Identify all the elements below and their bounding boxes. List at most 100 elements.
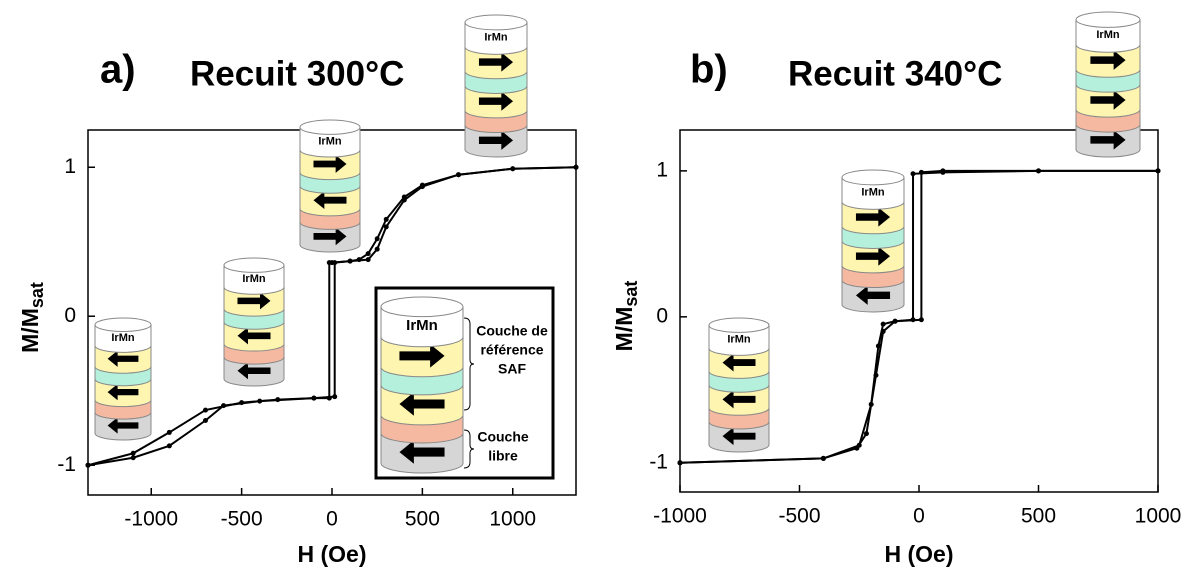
data-point [347,258,353,264]
stack-label: IrMn [318,135,342,147]
y-axis-label: M/Msat [17,282,47,353]
data-point [419,184,425,190]
stack-label: IrMn [1096,29,1120,41]
stack-layer [299,126,361,158]
data-point [166,429,172,435]
data-point [856,442,862,448]
stack-layer [380,306,464,348]
arrow [313,155,347,173]
arrow [313,227,347,246]
data-point [202,418,208,424]
data-point [383,224,389,230]
arrow [855,207,891,227]
panel-label: b) [690,48,728,92]
x-tick-label: -1000 [124,508,178,531]
x-axis-label: H (Oe) [298,541,367,567]
chart-title: Recuit 340°C [788,54,1002,93]
y-tick-label: -1 [57,453,76,476]
data-point [892,318,898,324]
stack-layer [223,264,285,295]
arrow [107,350,139,367]
data-point [918,317,924,323]
x-tick-label: 500 [405,508,440,531]
arrow [478,91,514,111]
data-point [85,462,91,468]
data-point [311,395,317,401]
data-point [365,251,371,257]
data-point [383,216,389,222]
data-point [130,455,136,461]
arrow [107,383,139,401]
arrow [855,246,891,266]
data-point [130,450,136,456]
data-point [1036,168,1041,174]
inset-free-label: libre [488,448,518,464]
data-point [863,431,869,437]
inset-reference-label: référence [480,342,543,358]
data-point [166,443,172,449]
stack-cap [94,317,152,332]
stack-layer [464,21,528,55]
brace [463,429,475,469]
arrow [478,52,514,72]
inset-reference-label: Couche de [476,323,548,339]
arrow [722,353,756,372]
data-point [326,260,332,266]
stack-layer [1075,19,1141,53]
x-tick-label: -500 [221,508,263,531]
panel-label: a) [100,48,136,92]
data-point [910,171,916,177]
x-tick-label: 1000 [1135,505,1182,528]
data-point [456,172,462,178]
data-point [332,394,338,400]
arrow [313,191,347,210]
y-tick-label: -1 [649,450,668,473]
stack-label: IrMn [727,333,751,345]
stack-cap [380,296,464,318]
stack-layer [94,324,152,353]
stack-label: IrMn [861,187,885,199]
data-point [820,455,826,461]
stack-cap [299,119,361,135]
arrow [107,417,139,434]
stack-cap [464,14,528,31]
y-tick-label: 0 [64,304,76,327]
data-point [918,169,924,175]
x-axis-label: H (Oe) [885,541,954,567]
data-point [940,168,946,174]
data-point [257,398,263,404]
inset-reference-label: SAF [498,361,526,377]
arrow [237,327,271,345]
data-point [221,403,227,409]
stack-cap [708,317,770,333]
arrow [1090,50,1126,70]
loop-branch [679,169,1158,464]
data-point [202,407,208,413]
data-point [880,321,886,327]
inset-free-label: Couche [477,429,529,445]
stack-cap [1075,11,1141,28]
data-point [1155,168,1161,174]
data-point [510,166,516,172]
data-point [374,246,380,252]
stack-label: IrMn [406,317,438,334]
x-tick-label: 0 [913,505,925,528]
data-point [875,343,881,349]
arrow [237,362,271,380]
data-point [374,236,380,242]
arrow [237,292,271,310]
arrow [1090,130,1126,150]
arrow [855,285,891,305]
data-point [573,164,579,170]
y-axis-label-sub: sat [27,282,47,308]
stack-layer [708,324,770,356]
data-point [332,260,338,266]
x-tick-label: 500 [1021,505,1056,528]
y-axis-label: M/Msat [611,281,641,352]
chart-title: Recuit 300°C [190,54,404,93]
stack-label: IrMn [111,332,135,344]
data-point [677,460,683,466]
data-point [401,197,407,203]
loop-branch [679,169,1158,464]
